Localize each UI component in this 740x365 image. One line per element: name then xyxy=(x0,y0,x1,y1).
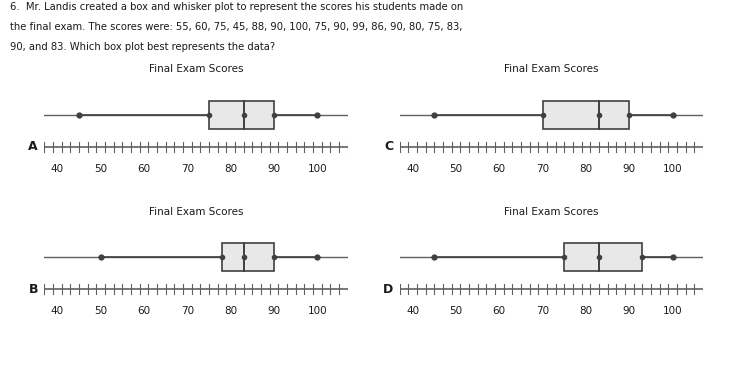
Text: A: A xyxy=(28,141,38,153)
Text: 60: 60 xyxy=(138,306,151,316)
Text: 60: 60 xyxy=(138,164,151,173)
Text: 80: 80 xyxy=(224,306,238,316)
Text: 90: 90 xyxy=(268,306,280,316)
Text: B: B xyxy=(28,283,38,296)
Text: 40: 40 xyxy=(51,164,64,173)
Text: 70: 70 xyxy=(181,306,194,316)
Text: 90: 90 xyxy=(623,164,636,173)
Text: 80: 80 xyxy=(579,306,593,316)
Text: 70: 70 xyxy=(181,164,194,173)
Text: 50: 50 xyxy=(94,164,107,173)
Bar xyxy=(565,243,642,272)
Text: 90: 90 xyxy=(623,306,636,316)
Text: 90, and 83. Which box plot best represents the data?: 90, and 83. Which box plot best represen… xyxy=(10,42,275,52)
Text: 50: 50 xyxy=(94,306,107,316)
Text: 40: 40 xyxy=(51,306,64,316)
Title: Final Exam Scores: Final Exam Scores xyxy=(504,207,599,217)
Title: Final Exam Scores: Final Exam Scores xyxy=(504,65,599,74)
Bar xyxy=(209,101,274,129)
Text: 6.  Mr. Landis created a box and whisker plot to represent the scores his studen: 6. Mr. Landis created a box and whisker … xyxy=(10,2,463,12)
Title: Final Exam Scores: Final Exam Scores xyxy=(149,207,243,217)
Text: 100: 100 xyxy=(308,306,327,316)
Title: Final Exam Scores: Final Exam Scores xyxy=(149,65,243,74)
Text: 40: 40 xyxy=(406,164,419,173)
Text: 70: 70 xyxy=(536,306,549,316)
Text: 70: 70 xyxy=(536,164,549,173)
Text: 100: 100 xyxy=(663,164,682,173)
Text: 100: 100 xyxy=(663,306,682,316)
Text: 60: 60 xyxy=(493,306,506,316)
Text: D: D xyxy=(383,283,393,296)
Bar xyxy=(222,243,274,272)
Text: 40: 40 xyxy=(406,306,419,316)
Text: 50: 50 xyxy=(449,306,462,316)
Text: C: C xyxy=(384,141,393,153)
Text: 90: 90 xyxy=(268,164,280,173)
Text: the final exam. The scores were: 55, 60, 75, 45, 88, 90, 100, 75, 90, 99, 86, 90: the final exam. The scores were: 55, 60,… xyxy=(10,22,462,32)
Text: 50: 50 xyxy=(449,164,462,173)
Text: 80: 80 xyxy=(224,164,238,173)
Text: 80: 80 xyxy=(579,164,593,173)
Text: 100: 100 xyxy=(308,164,327,173)
Text: 60: 60 xyxy=(493,164,506,173)
Bar xyxy=(542,101,629,129)
